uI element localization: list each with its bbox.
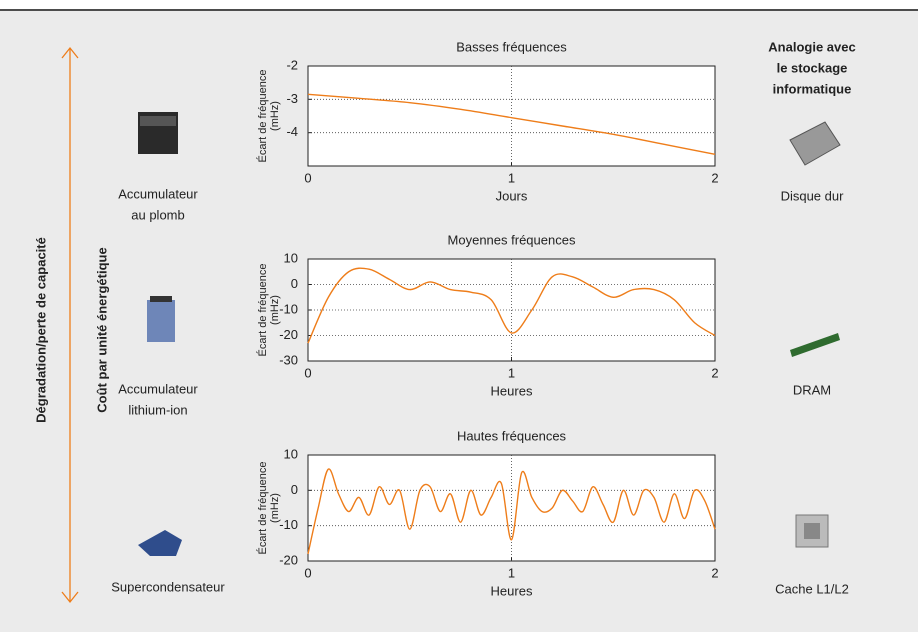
y-tick-label: 0 xyxy=(291,276,298,291)
y-axis-label: Écart de fréquence xyxy=(256,462,269,555)
y-tick-label: -3 xyxy=(286,91,298,106)
y-axis-label: (mHz) xyxy=(269,101,281,131)
x-tick-label: 2 xyxy=(711,565,718,580)
outer-axis-label: Dégradation/perte de capacité xyxy=(33,237,48,423)
x-axis-label: Heures xyxy=(491,383,533,398)
x-tick-label: 0 xyxy=(304,170,311,185)
y-tick-label: -20 xyxy=(279,552,298,567)
y-tick-label: 10 xyxy=(284,250,298,265)
storage-label: Accumulateur xyxy=(118,186,198,201)
y-tick-label: 0 xyxy=(291,482,298,497)
x-tick-label: 1 xyxy=(508,170,515,185)
analogy-title: informatique xyxy=(773,81,852,96)
storage-label: Supercondensateur xyxy=(111,579,225,594)
x-axis-label: Jours xyxy=(496,188,528,203)
x-tick-label: 2 xyxy=(711,170,718,185)
x-tick-label: 0 xyxy=(304,565,311,580)
chart-title: Hautes fréquences xyxy=(457,428,567,443)
x-axis-label: Heures xyxy=(491,583,533,598)
infographic: Dégradation/perte de capacité Coût par u… xyxy=(0,0,918,632)
y-tick-label: -30 xyxy=(279,352,298,367)
x-tick-label: 1 xyxy=(508,565,515,580)
y-tick-label: -4 xyxy=(286,124,298,139)
y-tick-label: -2 xyxy=(286,57,298,72)
storage-label: au plomb xyxy=(131,207,184,222)
chart-title: Moyennes fréquences xyxy=(448,232,576,247)
analogy-item: Cache L1/L2 xyxy=(775,581,849,596)
analogy-item: DRAM xyxy=(793,382,831,397)
inner-axis-label: Coût par unité énergétique xyxy=(94,247,109,412)
chart-title: Basses fréquences xyxy=(456,39,567,54)
storage-label: Accumulateur xyxy=(118,381,198,396)
analogy-title: Analogie avec xyxy=(768,39,855,54)
charts: Basses fréquences Jours Écart de fréquence… xyxy=(256,39,719,598)
lead-battery-icon xyxy=(138,112,178,154)
cpu-icon xyxy=(796,515,828,547)
lithium-battery-icon xyxy=(147,296,175,342)
y-tick-label: -10 xyxy=(279,301,298,316)
x-tick-label: 1 xyxy=(508,365,515,380)
y-tick-label: -20 xyxy=(279,327,298,342)
x-tick-label: 0 xyxy=(304,365,311,380)
storage-label: lithium-ion xyxy=(128,402,187,417)
y-tick-label: -10 xyxy=(279,517,298,532)
x-tick-label: 2 xyxy=(711,365,718,380)
y-axis-label: Écart de fréquence xyxy=(256,70,269,163)
analogy-item: Disque dur xyxy=(781,188,845,203)
y-axis-label: Écart de fréquence xyxy=(256,264,269,357)
analogy-title: le stockage xyxy=(777,60,848,75)
y-tick-label: 10 xyxy=(284,446,298,461)
